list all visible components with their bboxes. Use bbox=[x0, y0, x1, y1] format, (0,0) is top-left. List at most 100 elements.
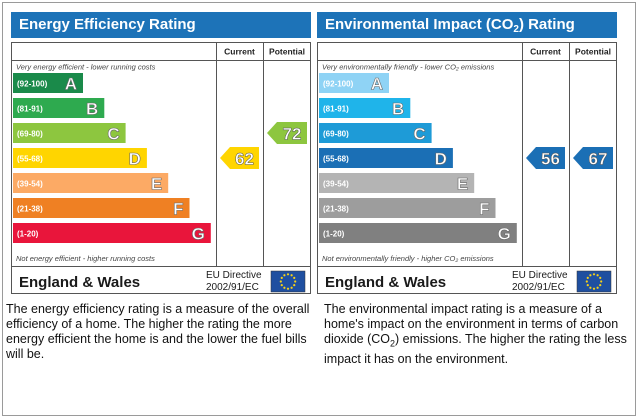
energy-top-note: Very energy efficient - lower running co… bbox=[16, 63, 156, 72]
energy-eu-flag-star bbox=[280, 284, 283, 287]
image-frame bbox=[2, 2, 636, 416]
environment-potential-rating-value: 67 bbox=[589, 150, 608, 169]
environment-title-text: Environmental Impact (CO bbox=[325, 16, 514, 33]
environment-band-f-range: (21-38) bbox=[323, 205, 349, 214]
environment-eu-flag-star bbox=[586, 284, 589, 287]
environment-title-after: ) Rating bbox=[518, 16, 575, 33]
environment-eu-flag-star bbox=[585, 280, 588, 283]
energy-band-a-letter: A bbox=[65, 75, 77, 94]
environment-description-sub: 2 bbox=[390, 338, 396, 349]
environment-band-b-range: (81-91) bbox=[323, 105, 349, 114]
environment-eu-flag-star bbox=[599, 284, 602, 287]
energy-description: The energy efficiency rating is a measur… bbox=[6, 302, 310, 361]
energy-band-b-letter: B bbox=[86, 100, 98, 119]
energy-band-e-bar bbox=[13, 173, 169, 193]
environment-band-e-range: (39-54) bbox=[323, 180, 349, 189]
environment-band-c-letter: C bbox=[413, 125, 425, 144]
environment-band-a-bar bbox=[319, 73, 389, 93]
energy-directive-line-1: EU Directive bbox=[206, 270, 262, 281]
environment-band-d-range: (55-68) bbox=[323, 155, 349, 164]
environment-eu-flag-star bbox=[600, 280, 603, 283]
environment-eu-flag-icon bbox=[576, 270, 612, 293]
environment-band-e-letter: E bbox=[457, 175, 468, 194]
environment-eu-flag-star bbox=[586, 276, 589, 279]
environment-region-label: England & Wales bbox=[325, 274, 446, 291]
energy-current-rating-arrow bbox=[220, 147, 259, 169]
energy-band-c-letter: C bbox=[107, 125, 119, 144]
environment-description: The environmental impact rating is a mea… bbox=[324, 302, 630, 367]
environment-band-f-letter: F bbox=[479, 200, 489, 219]
environment-eu-flag-star bbox=[592, 287, 596, 290]
environment-band-a-range: (92-100) bbox=[323, 80, 354, 89]
energy-eu-flag-star bbox=[280, 276, 283, 279]
environment-eu-flag-star bbox=[596, 274, 599, 277]
environment-current-rating-arrow bbox=[526, 147, 565, 169]
environment-potential-rating-arrow bbox=[573, 147, 613, 169]
energy-band-b-bar bbox=[13, 98, 105, 118]
environment-bottom-note: Not environmentally friendly - higher CO… bbox=[322, 254, 494, 263]
energy-region-label: England & Wales bbox=[19, 274, 140, 291]
energy-band-f-bar bbox=[13, 198, 190, 218]
energy-eu-flag-star bbox=[293, 284, 296, 287]
environment-eu-flag-star bbox=[589, 286, 592, 289]
energy-potential-column-header: Potential bbox=[269, 47, 305, 57]
environment-band-b-letter: B bbox=[392, 100, 404, 119]
energy-band-g-range: (1-20) bbox=[17, 230, 39, 239]
environment-description-text: The environmental impact rating is a mea… bbox=[324, 302, 619, 346]
energy-band-a-range: (92-100) bbox=[17, 80, 48, 89]
energy-band-e-range: (39-54) bbox=[17, 180, 43, 189]
environment-directive-line-1: EU Directive bbox=[512, 270, 568, 281]
energy-band-d-range: (55-68) bbox=[17, 155, 43, 164]
energy-directive-line-2: 2002/91/EC bbox=[206, 282, 259, 293]
environment-description-text-end: ) emissions. The higher the rating the l… bbox=[324, 332, 627, 366]
environment-eu-flag-star bbox=[592, 273, 596, 276]
energy-band-g-letter: G bbox=[192, 225, 205, 244]
energy-panel-title: Energy Efficiency Rating bbox=[11, 12, 311, 38]
energy-potential-rating-value: 72 bbox=[283, 125, 302, 144]
environment-band-b-bar bbox=[319, 98, 411, 118]
energy-efficiency-panel: Energy Efficiency Rating Current Potentia… bbox=[11, 12, 311, 294]
environment-eu-flag-star bbox=[589, 274, 592, 277]
environment-eu-flag-star bbox=[599, 276, 602, 279]
energy-eu-flag-star bbox=[286, 287, 290, 290]
environment-title-sub: 2 bbox=[513, 24, 519, 35]
environment-eu-flag-star bbox=[596, 286, 599, 289]
environment-current-column-header: Current bbox=[530, 47, 561, 57]
environmental-impact-panel: Environmental Impact (CO2) Rating Curren… bbox=[317, 12, 617, 294]
environment-potential-column-header: Potential bbox=[575, 47, 611, 57]
environment-directive-line-2: 2002/91/EC bbox=[512, 282, 565, 293]
energy-band-g-bar bbox=[13, 223, 211, 243]
energy-band-b-range: (81-91) bbox=[17, 105, 43, 114]
energy-current-column-header: Current bbox=[224, 47, 255, 57]
energy-eu-flag-star bbox=[279, 280, 282, 283]
energy-eu-flag-star bbox=[290, 274, 293, 277]
energy-eu-flag-star bbox=[283, 286, 286, 289]
energy-band-f-letter: F bbox=[173, 200, 183, 219]
environment-band-g-letter: G bbox=[498, 225, 511, 244]
energy-eu-flag-star bbox=[290, 286, 293, 289]
environment-current-rating-value: 56 bbox=[541, 150, 560, 169]
energy-band-d-letter: D bbox=[129, 150, 141, 169]
energy-eu-flag-icon bbox=[270, 270, 306, 293]
energy-eu-flag-star bbox=[293, 276, 296, 279]
energy-band-c-bar bbox=[13, 123, 126, 143]
energy-current-rating-value: 62 bbox=[235, 150, 254, 169]
environment-band-g-range: (1-20) bbox=[323, 230, 345, 239]
environment-panel-title: Environmental Impact (CO2) Rating bbox=[317, 12, 617, 38]
environment-band-d-letter: D bbox=[435, 150, 447, 169]
environment-band-c-range: (69-80) bbox=[323, 130, 349, 139]
environment-top-note: Very environmentally friendly - lower CO… bbox=[322, 63, 494, 72]
energy-title-text: Energy Efficiency Rating bbox=[19, 16, 196, 33]
environment-band-e-bar bbox=[319, 173, 475, 193]
energy-rating-chart: Current Potential Very energy efficient - … bbox=[11, 42, 311, 294]
energy-band-d-bar bbox=[13, 148, 147, 168]
energy-band-e-letter: E bbox=[151, 175, 162, 194]
energy-bottom-note: Not energy efficient - higher running co… bbox=[16, 254, 155, 263]
energy-band-a-bar bbox=[13, 73, 83, 93]
energy-potential-rating-arrow bbox=[267, 122, 307, 144]
energy-eu-flag-star bbox=[294, 280, 297, 283]
energy-eu-flag-star bbox=[283, 274, 286, 277]
energy-eu-flag-star bbox=[286, 273, 290, 276]
environment-band-c-bar bbox=[319, 123, 432, 143]
environment-band-g-bar bbox=[319, 223, 517, 243]
